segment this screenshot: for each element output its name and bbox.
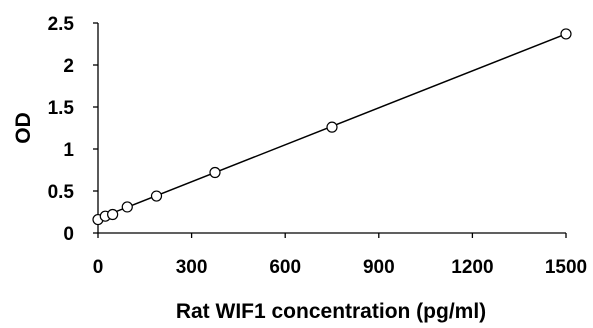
x-tick-label: 1200 <box>451 257 493 278</box>
data-point <box>560 28 572 40</box>
data-point <box>326 121 338 133</box>
y-tick-label: 1 <box>63 140 74 161</box>
y-tick-label: 0.5 <box>48 182 75 203</box>
data-point <box>209 166 221 179</box>
x-tick-label: 1500 <box>545 257 587 278</box>
data-point <box>150 190 163 202</box>
y-axis-title: OD <box>12 112 35 144</box>
plot-area: 0 0.5 1 1.5 2 2.5 0 300 600 900 1200 1500 <box>48 14 588 278</box>
data-point <box>121 201 133 213</box>
x-tick-label: 0 <box>93 257 104 278</box>
y-tick-label: 2 <box>63 56 74 77</box>
y-tick-label: 1.5 <box>48 98 75 119</box>
y-tick-label: 2.5 <box>48 14 75 35</box>
data-point <box>107 208 119 221</box>
x-tick-label: 300 <box>176 257 208 278</box>
x-tick-label: 900 <box>363 257 395 278</box>
x-tick-label: 600 <box>269 257 301 278</box>
y-tick-label: 0 <box>63 224 74 245</box>
x-axis-title: Rat WIF1 concentration (pg/ml) <box>176 300 486 323</box>
